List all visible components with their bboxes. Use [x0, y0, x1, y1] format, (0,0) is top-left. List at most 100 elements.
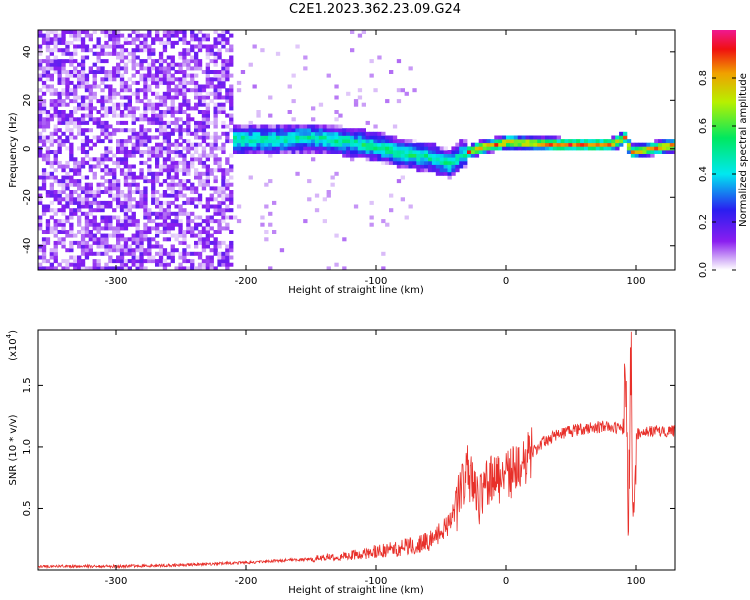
heatmap-cell — [92, 190, 97, 194]
heatmap-cell — [96, 208, 101, 213]
heatmap-cell — [197, 66, 203, 71]
heatmap-cell — [65, 40, 70, 45]
heatmap-cell — [490, 142, 495, 147]
heatmap-cell — [264, 237, 269, 242]
heatmap-cell — [533, 139, 538, 144]
heatmap-cell — [38, 262, 43, 267]
heatmap-cell — [638, 146, 643, 151]
heatmap-cell — [112, 197, 117, 202]
heatmap-cell — [186, 259, 191, 264]
heatmap-cell — [642, 146, 647, 151]
heatmap-cell — [57, 99, 62, 104]
heatmap-cell — [240, 139, 246, 144]
heatmap-cell — [229, 95, 234, 100]
heatmap-cell — [77, 77, 82, 82]
heatmap-cell — [57, 230, 62, 234]
heatmap-cell — [88, 48, 93, 53]
heatmap-cell — [217, 200, 222, 205]
heatmap-cell — [166, 91, 171, 96]
heatmap-cell — [361, 30, 366, 34]
heatmap-cell — [513, 139, 519, 144]
heatmap-cell — [135, 244, 140, 249]
heatmap-cell — [69, 179, 74, 184]
heatmap-cell — [135, 62, 140, 67]
heatmap-cell — [225, 259, 230, 264]
heatmap-cell — [57, 110, 62, 114]
heatmap-cell — [158, 215, 164, 220]
heatmap-cell — [658, 142, 663, 147]
heatmap-cell — [194, 91, 199, 96]
heatmap-cell — [108, 77, 113, 82]
heatmap-cell — [205, 157, 210, 162]
heatmap-cell — [123, 150, 129, 154]
heatmap-cell — [147, 211, 152, 216]
heatmap-cell — [201, 262, 207, 267]
heatmap-cell — [170, 128, 175, 133]
heatmap-cell — [221, 33, 226, 38]
heatmap-cell — [350, 135, 355, 140]
heatmap-cell — [96, 117, 101, 122]
heatmap-cell — [135, 186, 140, 191]
heatmap-cell — [205, 240, 210, 245]
heatmap-cell — [186, 113, 191, 118]
heatmap-cell — [209, 80, 214, 85]
heatmap-cell — [123, 80, 129, 85]
heatmap-cell — [166, 168, 171, 173]
heatmap-cell — [389, 160, 394, 165]
heatmap-cell — [155, 135, 160, 140]
heatmap-cell — [123, 240, 129, 245]
heatmap-cell — [38, 106, 43, 111]
heatmap-cell — [53, 168, 58, 173]
heatmap-cell — [197, 171, 203, 176]
heatmap-cell — [229, 244, 234, 249]
heatmap-cell — [182, 168, 187, 173]
heatmap-cell — [41, 102, 47, 107]
heatmap-cell — [225, 48, 230, 53]
heatmap-cell — [443, 146, 448, 151]
heatmap-cell — [291, 146, 296, 151]
heatmap-cell — [392, 150, 398, 154]
heatmap-cell — [369, 139, 374, 144]
heatmap-cell — [69, 117, 74, 122]
heatmap-cell — [41, 124, 47, 129]
heatmap-cell — [221, 124, 226, 129]
heatmap-cell — [53, 62, 58, 67]
heatmap-cell — [116, 91, 121, 96]
heatmap-cell — [45, 88, 51, 93]
heatmap-cell — [92, 200, 97, 205]
heatmap-cell — [80, 248, 86, 253]
heatmap-cell — [112, 66, 117, 71]
heatmap-cell — [162, 77, 168, 82]
heatmap-cell — [100, 48, 105, 53]
heatmap-cell — [295, 44, 300, 49]
heatmap-cell — [603, 139, 608, 144]
y-tick-label: 0 — [22, 146, 33, 152]
heatmap-cell — [186, 48, 191, 53]
heatmap-cell — [61, 88, 66, 93]
heatmap-cell — [186, 244, 191, 249]
heatmap-cell — [396, 139, 402, 144]
heatmap-cell — [131, 55, 136, 60]
heatmap-cell — [96, 51, 101, 56]
heatmap-cell — [330, 128, 335, 133]
heatmap-cell — [256, 146, 261, 151]
heatmap-cell — [389, 135, 394, 140]
heatmap-cell — [45, 160, 51, 165]
heatmap-cell — [108, 244, 113, 249]
heatmap-cell — [88, 208, 93, 213]
heatmap-cell — [38, 139, 43, 144]
heatmap-cell — [217, 40, 222, 45]
heatmap-cell — [525, 135, 530, 140]
heatmap-cell — [119, 128, 125, 133]
heatmap-cell — [116, 139, 121, 144]
x-tick-label: 100 — [626, 576, 645, 587]
heatmap-cell — [131, 150, 136, 154]
heatmap-cell — [334, 150, 339, 154]
heatmap-cell — [53, 190, 58, 194]
heatmap-cell — [80, 244, 86, 249]
heatmap-cell — [381, 139, 386, 144]
heatmap-cell — [53, 255, 58, 260]
heatmap-cell — [80, 128, 86, 133]
heatmap-cell — [155, 128, 160, 133]
heatmap-cell — [112, 179, 117, 184]
